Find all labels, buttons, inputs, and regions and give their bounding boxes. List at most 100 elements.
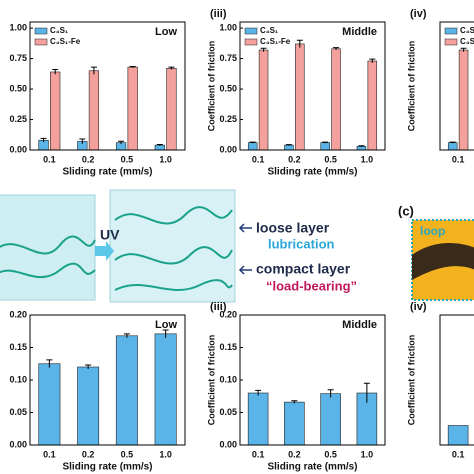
x-tick-label: 1.0 — [361, 154, 374, 164]
y-tick-label: 0.50 — [219, 83, 237, 93]
error-bar — [260, 47, 267, 52]
x-axis-label: Sliding rate (mm/s) — [267, 462, 357, 473]
plot-frame — [29, 314, 186, 446]
network — [114, 206, 233, 291]
error-bar — [460, 47, 467, 52]
bar — [154, 333, 177, 446]
panel-label: (iv) — [410, 301, 427, 313]
legend-swatch — [444, 38, 458, 46]
x-tick-label: 0.5 — [324, 154, 337, 164]
panel-label: (iii) — [210, 8, 227, 20]
error-bar — [52, 69, 59, 75]
annotation: Middle — [342, 319, 377, 331]
y-axis-label: Coefficient of friction — [406, 335, 416, 426]
error-bar — [449, 141, 456, 144]
y-tick-label: 0.20 — [9, 309, 27, 319]
bar — [115, 335, 138, 446]
bar — [88, 70, 100, 151]
legend-swatch — [244, 27, 258, 35]
error-bar — [285, 144, 292, 146]
lubrication-label: lubrication — [268, 236, 335, 251]
x-axis-label: Sliding rate (mm/s) — [62, 462, 152, 473]
schematic: UV loose layer lubrication compact layer… — [0, 189, 474, 303]
x-tick-label: 1.0 — [159, 154, 172, 164]
x-tick-label: 0.1 — [43, 449, 56, 459]
x-tick-label: 0.1 — [252, 449, 265, 459]
panel-label: (iii) — [210, 301, 227, 313]
plot-frame — [239, 21, 386, 151]
error-bar — [291, 400, 298, 404]
plot-frame — [239, 314, 386, 446]
bar — [127, 66, 138, 151]
x-axis-label: Sliding rate (mm/s) — [267, 167, 357, 178]
bar — [295, 43, 305, 151]
gel-block — [0, 194, 96, 301]
photo-label: loop — [420, 224, 445, 238]
x-tick-label: 0.2 — [288, 154, 301, 164]
legend-swatch — [444, 27, 458, 35]
x-axis-label: Sliding rate (mm/s) — [62, 167, 152, 178]
bar — [154, 144, 165, 151]
bar — [284, 144, 294, 151]
uv-label: UV — [100, 227, 120, 243]
error-bar — [162, 329, 169, 338]
x-tick-label: 0.2 — [82, 449, 95, 459]
y-tick-label: 0.00 — [219, 144, 237, 154]
compact-label: compact layer — [256, 261, 351, 277]
y-tick-label: 0.25 — [9, 114, 27, 124]
bar — [247, 392, 269, 446]
y-tick-label: 0.10 — [219, 374, 237, 384]
y-tick-label: 0.15 — [9, 342, 27, 352]
error-bar — [46, 359, 53, 368]
loose-label: loose layer — [256, 220, 330, 236]
y-tick-label: 1.00 — [219, 22, 237, 32]
error-bar — [118, 140, 125, 145]
error-bar — [79, 138, 86, 144]
x-tick-label: 1.0 — [361, 449, 374, 459]
error-bar — [129, 65, 136, 68]
x-tick-label: 1.0 — [159, 449, 172, 459]
bar — [447, 425, 469, 446]
y-tick-label: 0.00 — [9, 439, 27, 449]
legend-swatch — [244, 38, 258, 46]
error-bar — [363, 382, 370, 403]
error-bar — [333, 47, 340, 51]
bar — [166, 68, 177, 151]
bar — [447, 142, 458, 151]
bar — [38, 363, 61, 446]
y-tick-label: 0.15 — [219, 342, 237, 352]
legend-label: C₄S₁ — [460, 26, 474, 35]
bar — [458, 49, 469, 151]
x-tick-label: 0.5 — [324, 449, 337, 459]
y-tick-label: 0.05 — [9, 407, 27, 417]
x-tick-label: 0.5 — [121, 449, 134, 459]
error-bar — [168, 66, 175, 70]
bar — [77, 366, 100, 446]
legend-swatch — [34, 38, 48, 46]
error-bar — [90, 66, 97, 75]
x-tick-label: 0.1 — [452, 154, 465, 164]
bar — [258, 49, 269, 151]
y-axis-label: Coefficient of friction — [206, 335, 216, 426]
annotation: Low — [155, 26, 177, 38]
error-bar — [296, 39, 303, 48]
x-tick-label: 0.2 — [82, 154, 95, 164]
annotation: Middle — [342, 26, 377, 38]
plot-frame — [29, 21, 186, 151]
bar — [331, 48, 341, 151]
bar — [50, 71, 61, 151]
error-bar — [249, 141, 256, 144]
annotation: Low — [155, 319, 177, 331]
y-tick-label: 0.25 — [219, 114, 237, 124]
y-tick-label: 0.10 — [9, 374, 27, 384]
error-bar — [255, 389, 262, 396]
photo-object — [412, 243, 474, 280]
legend-label: C₄S₁-Fe — [260, 37, 291, 46]
legend-swatch — [34, 27, 48, 35]
y-tick-label: 0.00 — [9, 144, 27, 154]
y-axis-label: Coefficient of friction — [206, 41, 216, 132]
bar — [284, 401, 305, 446]
error-bar — [358, 145, 365, 147]
legend-label: C₄S₁ — [50, 26, 69, 35]
